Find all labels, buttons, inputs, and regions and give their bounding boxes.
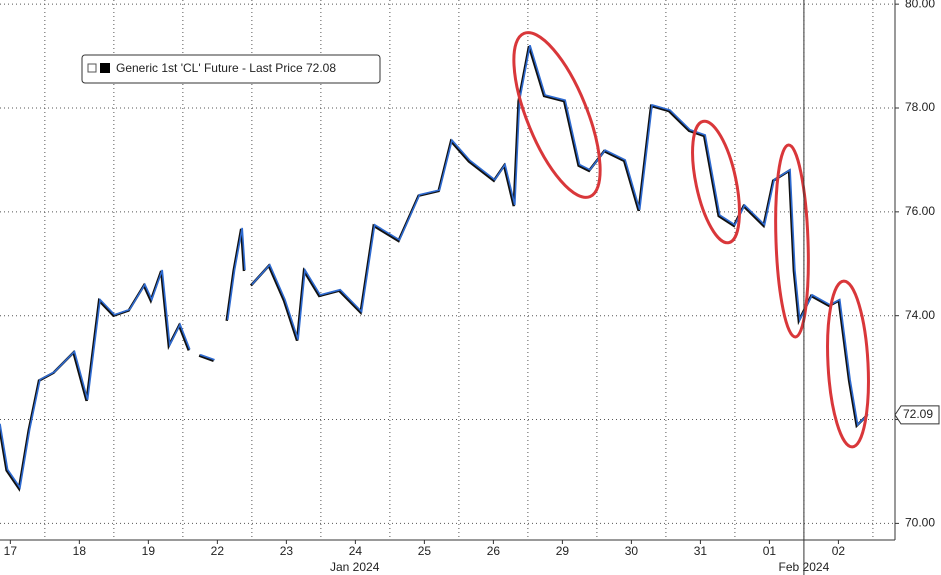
x-tick-label: 22 [211, 544, 225, 558]
legend-label: Generic 1st 'CL' Future - Last Price 72.… [116, 61, 336, 75]
legend-box [81, 54, 381, 84]
x-tick-label: 24 [349, 544, 363, 558]
annotations [512, 31, 870, 449]
x-tick-label: 18 [73, 544, 87, 558]
x-tick-label: 30 [625, 544, 639, 558]
plot-area [0, 0, 895, 540]
x-tick-label: 02 [832, 544, 846, 558]
x-tick-label: 19 [142, 544, 156, 558]
y-tick-label: 74.00 [905, 308, 935, 322]
x-tick-label: 26 [487, 544, 501, 558]
month-label: Jan 2024 [330, 560, 380, 574]
price-line-shadow [0, 45, 868, 492]
x-tick-label: 17 [4, 544, 18, 558]
x-tick-label: 01 [763, 544, 777, 558]
y-tick-label: 70.00 [905, 516, 935, 530]
legend-toggle [87, 63, 97, 73]
last-price-marker [894, 405, 940, 425]
highlight-ellipse [774, 143, 810, 339]
y-tick-label: 76.00 [905, 204, 935, 218]
highlight-ellipse [512, 31, 602, 199]
last-price-label: 72.09 [903, 407, 933, 421]
x-tick-label: 31 [694, 544, 708, 558]
price-line [0, 44, 869, 490]
y-tick-label: 80.00 [905, 0, 935, 10]
legend-swatch [100, 63, 110, 73]
x-tick-label: 25 [418, 544, 432, 558]
highlight-ellipse [826, 279, 870, 449]
x-tick-label: 29 [556, 544, 570, 558]
highlight-ellipse [691, 119, 741, 245]
x-tick-label: 23 [280, 544, 294, 558]
legend: Generic 1st 'CL' Future - Last Price 72.… [81, 54, 381, 84]
y-tick-label: 78.00 [905, 100, 935, 114]
